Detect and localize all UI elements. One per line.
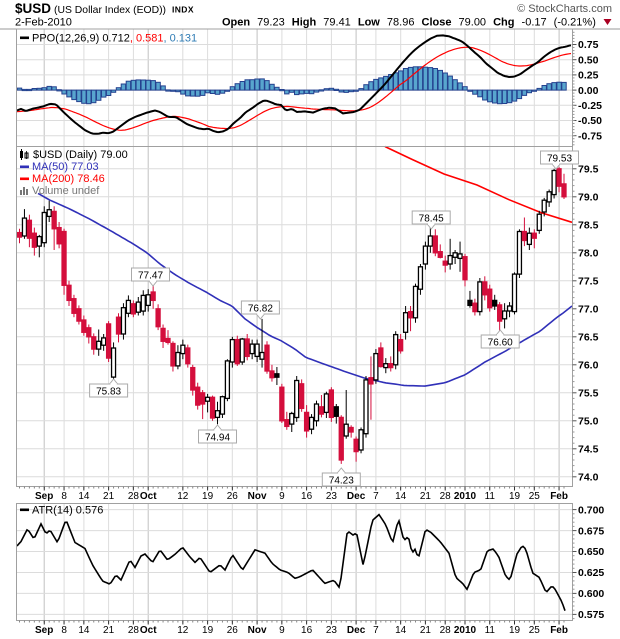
svg-text:0.50: 0.50 xyxy=(578,54,599,66)
svg-text:(US Dollar Index (EOD)): (US Dollar Index (EOD)) xyxy=(54,5,166,16)
svg-text:74.23: 74.23 xyxy=(329,476,354,487)
svg-text:2010: 2010 xyxy=(454,625,477,636)
svg-text:28: 28 xyxy=(440,625,452,636)
svg-text:Dec: Dec xyxy=(347,625,366,636)
svg-text:14: 14 xyxy=(78,491,90,502)
svg-text:Dec: Dec xyxy=(347,491,366,502)
svg-text:76.0: 76.0 xyxy=(578,360,599,372)
svg-text:-0.25: -0.25 xyxy=(578,100,602,112)
svg-text:-0.50: -0.50 xyxy=(578,115,602,127)
svg-text:16: 16 xyxy=(301,491,313,502)
svg-text:11: 11 xyxy=(485,625,496,636)
svg-text:74.0: 74.0 xyxy=(578,472,599,484)
svg-text:7: 7 xyxy=(373,491,379,502)
svg-text:12: 12 xyxy=(177,491,189,502)
svg-text:ATR(14) 0.576: ATR(14) 0.576 xyxy=(32,505,103,517)
svg-text:9: 9 xyxy=(279,625,285,636)
svg-text:-0.75: -0.75 xyxy=(578,130,602,142)
svg-text:23: 23 xyxy=(326,491,338,502)
svg-text:0.675: 0.675 xyxy=(578,525,604,537)
svg-text:Nov: Nov xyxy=(248,625,267,636)
svg-text:19: 19 xyxy=(202,625,214,636)
svg-text:77.47: 77.47 xyxy=(138,271,163,282)
svg-text:21: 21 xyxy=(420,491,432,502)
svg-text:21: 21 xyxy=(103,491,115,502)
svg-text:MA(50) 77.03: MA(50) 77.03 xyxy=(32,161,99,173)
svg-text:Nov: Nov xyxy=(248,491,267,502)
svg-text:79.0: 79.0 xyxy=(578,192,599,204)
svg-text:76.5: 76.5 xyxy=(578,332,599,344)
svg-text:$USD (Daily) 79.00: $USD (Daily) 79.00 xyxy=(33,149,128,161)
svg-text:75.5: 75.5 xyxy=(578,388,599,400)
svg-text:0.600: 0.600 xyxy=(578,588,604,600)
svg-text:28: 28 xyxy=(440,491,452,502)
svg-text:8: 8 xyxy=(61,625,67,636)
svg-text:0.650: 0.650 xyxy=(578,546,604,558)
svg-text:79.53: 79.53 xyxy=(547,154,572,165)
svg-text:Open 79.23 High 79.41 Low 78.9: Open 79.23 High 79.41 Low 78.96 Close 79… xyxy=(222,17,596,29)
svg-text:0.700: 0.700 xyxy=(578,504,604,516)
svg-text:77.5: 77.5 xyxy=(578,276,599,288)
svg-text:25: 25 xyxy=(529,625,541,636)
svg-text:12: 12 xyxy=(177,625,189,636)
svg-text:0.625: 0.625 xyxy=(578,567,604,579)
svg-text:77.0: 77.0 xyxy=(578,304,599,316)
svg-text:23: 23 xyxy=(326,625,338,636)
svg-text:PPO(12,26,9) 0.712, 0.581, 0.1: PPO(12,26,9) 0.712, 0.581, 0.131 xyxy=(32,33,197,45)
svg-text:28: 28 xyxy=(128,491,140,502)
svg-text:0.75: 0.75 xyxy=(578,39,599,51)
svg-text:MA(200) 78.46: MA(200) 78.46 xyxy=(32,173,105,185)
svg-text:2-Feb-2010: 2-Feb-2010 xyxy=(15,17,72,29)
svg-text:79.5: 79.5 xyxy=(578,164,599,176)
svg-text:Sep: Sep xyxy=(35,491,53,502)
svg-text:© StockCharts.com: © StockCharts.com xyxy=(517,3,612,15)
svg-text:76.82: 76.82 xyxy=(248,304,273,315)
svg-text:2010: 2010 xyxy=(454,491,477,502)
svg-text:Feb: Feb xyxy=(550,625,568,636)
svg-text:28: 28 xyxy=(128,625,140,636)
svg-text:14: 14 xyxy=(395,491,407,502)
svg-text:14: 14 xyxy=(78,625,90,636)
svg-text:19: 19 xyxy=(202,491,214,502)
svg-text:Volume undef: Volume undef xyxy=(32,185,100,197)
svg-text:8: 8 xyxy=(61,491,67,502)
svg-text:INDX: INDX xyxy=(172,5,194,15)
svg-text:74.5: 74.5 xyxy=(578,444,599,456)
svg-text:74.94: 74.94 xyxy=(205,433,230,444)
svg-text:Feb: Feb xyxy=(550,491,568,502)
svg-text:Sep: Sep xyxy=(35,625,53,636)
svg-text:21: 21 xyxy=(103,625,115,636)
svg-text:78.0: 78.0 xyxy=(578,248,599,260)
svg-text:19: 19 xyxy=(509,625,521,636)
svg-text:16: 16 xyxy=(301,625,313,636)
svg-text:25: 25 xyxy=(529,491,541,502)
svg-text:9: 9 xyxy=(279,491,285,502)
svg-text:26: 26 xyxy=(227,625,239,636)
svg-text:$USD: $USD xyxy=(15,1,51,16)
svg-text:11: 11 xyxy=(485,491,496,502)
svg-text:76.60: 76.60 xyxy=(488,338,513,349)
svg-text:0.00: 0.00 xyxy=(578,85,599,97)
svg-text:75.83: 75.83 xyxy=(96,387,121,398)
svg-text:14: 14 xyxy=(395,625,407,636)
svg-text:7: 7 xyxy=(373,625,379,636)
svg-text:19: 19 xyxy=(509,491,521,502)
svg-text:75.0: 75.0 xyxy=(578,416,599,428)
svg-text:Oct: Oct xyxy=(140,491,157,502)
svg-text:0.575: 0.575 xyxy=(578,609,604,621)
svg-text:26: 26 xyxy=(227,491,239,502)
svg-text:Oct: Oct xyxy=(140,625,157,636)
svg-text:78.45: 78.45 xyxy=(419,214,444,225)
svg-text:78.5: 78.5 xyxy=(578,220,599,232)
svg-text:21: 21 xyxy=(420,625,432,636)
svg-text:0.25: 0.25 xyxy=(578,70,599,82)
